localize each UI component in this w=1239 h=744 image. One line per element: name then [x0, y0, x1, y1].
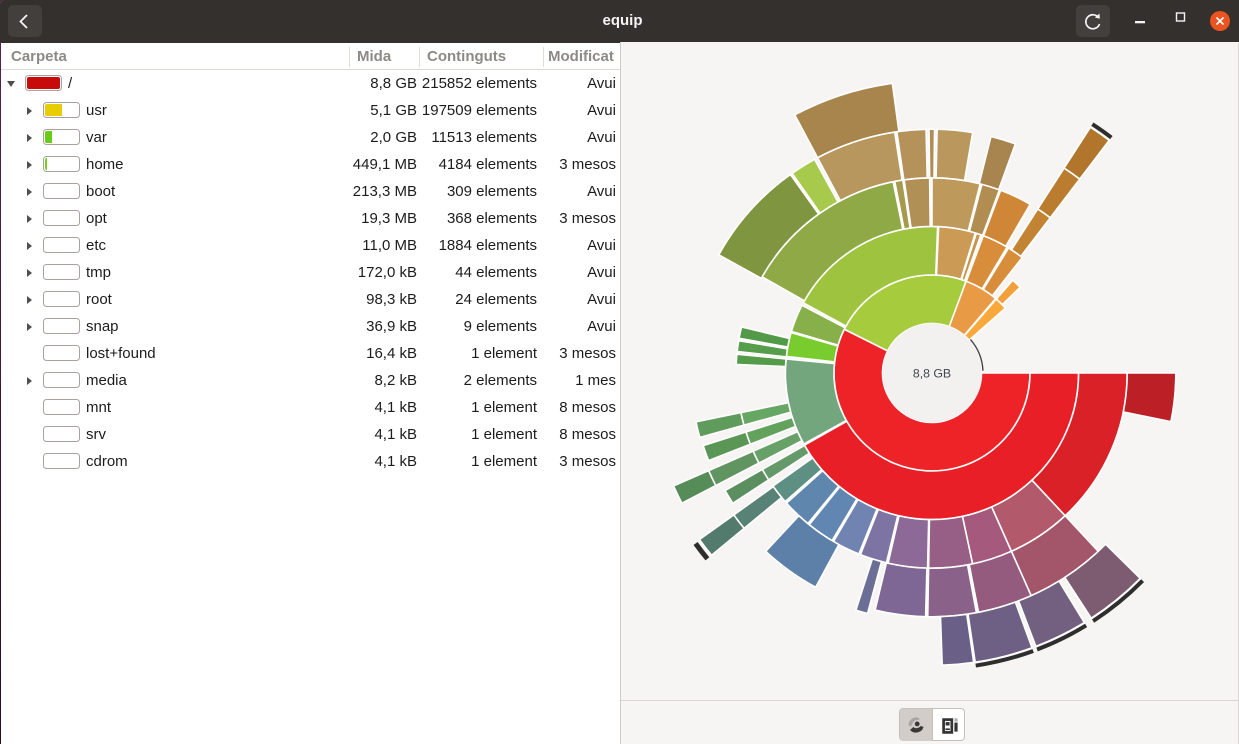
svg-text:8,8 GB: 8,8 GB: [913, 367, 951, 381]
